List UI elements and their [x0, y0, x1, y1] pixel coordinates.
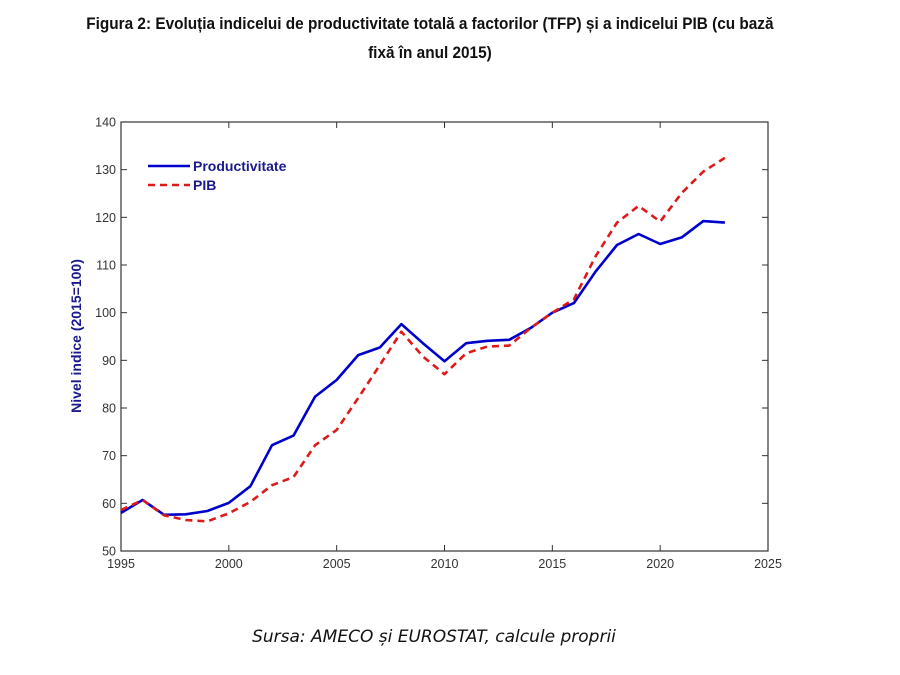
- y-tick-label: 120: [95, 211, 116, 225]
- x-tick-label: 2010: [431, 557, 459, 571]
- series-line-productivitate: [120, 219, 725, 517]
- x-tick-label: 2015: [538, 557, 566, 571]
- y-tick-label: 50: [102, 545, 116, 559]
- y-tick-label: 130: [95, 163, 116, 177]
- legend-label-productivitate: Productivitate: [193, 158, 287, 174]
- x-tick-label: 1995: [107, 557, 135, 571]
- x-tick-label: 2005: [323, 557, 351, 571]
- chart-legend: Productivitate PIB: [148, 158, 287, 193]
- figure-title-line1: Figura 2: Evoluția indicelui de producti…: [86, 15, 774, 33]
- x-tick-label: 2025: [754, 557, 782, 571]
- legend-label-pib: PIB: [193, 177, 216, 193]
- figure-title-line2: fixă în anul 2015): [368, 44, 492, 62]
- x-tick-label: 2000: [215, 557, 243, 571]
- y-tick-label: 60: [102, 497, 116, 511]
- figure-source: Sursa: AMECO și EUROSTAT, calcule propri…: [252, 627, 616, 647]
- y-tick-label: 110: [96, 259, 116, 273]
- chart-axes: 50 60 70 80 90 100 110 120 130 140 1995 2000 2005 201…: [95, 116, 782, 572]
- y-axis-label: Nivel indice (2015=100): [68, 259, 84, 413]
- chart-series: [120, 156, 726, 523]
- y-tick-label: 80: [102, 402, 116, 416]
- y-tick-label: 140: [95, 116, 116, 130]
- figure-title: Figura 2: Evoluția indicelui de producti…: [30, 10, 830, 68]
- series-line-pib: [120, 156, 726, 523]
- x-tick-label: 2020: [646, 557, 674, 571]
- y-tick-label: 100: [95, 306, 116, 320]
- y-tick-label: 90: [102, 354, 116, 368]
- y-tick-label: 70: [102, 449, 116, 463]
- plot-frame: [120, 121, 769, 552]
